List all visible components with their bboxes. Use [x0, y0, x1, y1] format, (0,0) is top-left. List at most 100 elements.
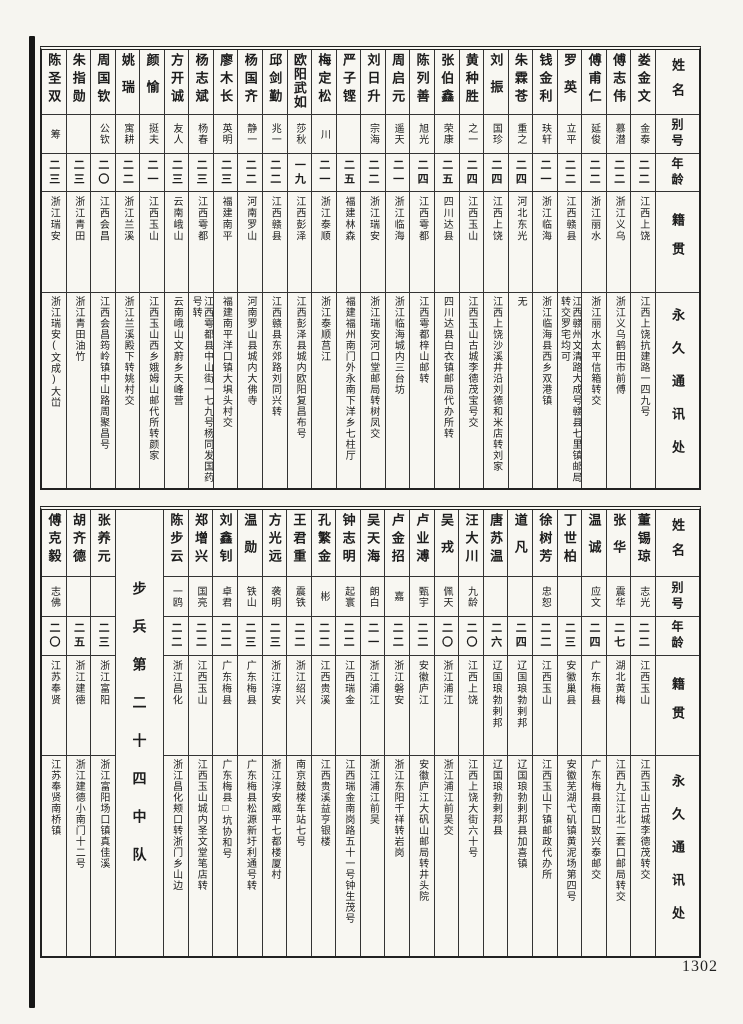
- native-cell: 浙江浦江: [360, 655, 385, 755]
- address-cell: 浙江临海城内三台坊: [385, 292, 410, 488]
- person-column: 丁世柏 二三 安徽巢县 安徽芜湖弋矶镇黄泥场第四号: [556, 510, 582, 956]
- person-column: 黄种胜 之一 二四 江西玉山 江西玉山古城李德茂宝号交: [458, 50, 484, 488]
- age-cell: 二二: [115, 153, 140, 191]
- alias-cell: 卓君: [213, 576, 237, 616]
- header-column: 姓名 别号 年龄 籍贯 永久通讯处: [655, 50, 699, 488]
- address-cell: 浙江青田油竹: [66, 292, 91, 488]
- alias-cell: [483, 576, 508, 616]
- native-cell: 江西玉山: [459, 191, 484, 292]
- person-column: 卢业溥 甄宇 二二 安徽庐江 安徽庐江大矾山邮局转井头院: [409, 510, 434, 956]
- native-cell: 江西玉山: [188, 655, 213, 755]
- address-cell: 江西上饶抗建路一四九号: [631, 292, 655, 488]
- address-cell: 云南峨山文蔚乡天峰营: [164, 292, 189, 488]
- age-cell: 二一: [360, 616, 385, 655]
- age-cell: 二三: [213, 153, 238, 191]
- address-cell: 辽国琅勃剌邦县: [483, 755, 508, 956]
- person-column: 吴戎 佩天 二〇 浙江浦江 浙江浦江前吴交: [433, 510, 459, 956]
- row-label-native: 籍贯: [656, 655, 699, 755]
- name-cell: 方开诚: [169, 53, 185, 107]
- row-label-alias: 别号: [656, 576, 699, 616]
- name-cell: 丁世柏: [561, 513, 577, 567]
- alias-cell: 筹: [41, 114, 66, 153]
- person-column: 周启元 遥天 二一 浙江临海 浙江临海城内三台坊: [384, 50, 410, 488]
- age-cell: 二一: [140, 153, 164, 191]
- header-column: 姓名 别号 年龄 籍贯 永久通讯处: [655, 510, 699, 956]
- name-cell: 张华: [611, 513, 627, 567]
- person-column: 杨国齐 静一 二二 河南罗山 河南罗山县城内大佛寺: [237, 50, 262, 488]
- name-cell: 郑增兴: [193, 513, 209, 567]
- alias-cell: 慕潜: [606, 114, 631, 153]
- native-cell: 云南峨山: [164, 191, 189, 292]
- name-cell: 娄金文: [635, 53, 651, 107]
- alias-cell: 挺夫: [140, 114, 164, 153]
- native-cell: 安徽巢县: [557, 655, 582, 755]
- native-cell: 江西上饶: [631, 191, 655, 292]
- person-column: 温勋 铁山 二三 广东梅县 广东梅县松源新圩利通号转: [236, 510, 262, 956]
- age-cell: 二四: [484, 153, 508, 191]
- person-column: 邱剑勤 兆一 二二 江西赣县 江西赣县东郊路刘同兴转: [262, 50, 287, 488]
- name-cell: 杨国齐: [242, 53, 258, 107]
- address-cell: 江西瑞金南岗路五十一号钟生茂号: [336, 755, 360, 956]
- person-column: 钟志明 起寰 二二 江西瑞金 江西瑞金南岗路五十一号钟生茂号: [335, 510, 360, 956]
- age-cell: 二四: [410, 153, 434, 191]
- address-cell: 浙江建德小南门十二号: [66, 755, 91, 956]
- alias-cell: 九龄: [459, 576, 483, 616]
- age-cell: 二二: [606, 153, 631, 191]
- alias-cell: 震华: [606, 576, 631, 616]
- native-cell: 江西上饶: [484, 191, 508, 292]
- name-cell: 傅甫仁: [586, 53, 602, 107]
- alias-cell: 应文: [582, 576, 606, 616]
- native-cell: 浙江青田: [66, 191, 91, 292]
- age-cell: 二二: [410, 616, 434, 655]
- address-cell: 南京鼓楼车站七号: [287, 755, 311, 956]
- name-cell: 钱金利: [537, 53, 553, 107]
- age-cell: 二四: [508, 616, 533, 655]
- age-cell: 二二: [557, 153, 582, 191]
- address-cell: 江西上饶大街六十号: [459, 755, 483, 956]
- address-cell: 浙江兰溪殿下转姚村交: [115, 292, 140, 488]
- age-cell: 二二: [287, 616, 311, 655]
- native-cell: 广东梅县: [582, 655, 606, 755]
- address-cell: 江西玉山下镇邮政代办所: [533, 755, 557, 956]
- alias-cell: 寓耕: [115, 114, 140, 153]
- age-cell: 二二: [631, 153, 655, 191]
- row-label-address: 永久通讯处: [656, 292, 699, 488]
- address-cell: 江西雩都县中山街一七九号杨同发国药号转: [189, 292, 213, 488]
- row-label-address: 永久通讯处: [656, 755, 699, 956]
- person-column: 颜愉 挺夫 二一 江西玉山 江西玉山西乡娥姆山邮代所转颜家: [139, 50, 164, 488]
- native-cell: 浙江浦江: [434, 655, 459, 755]
- alias-cell: 静一: [238, 114, 262, 153]
- age-cell: 二〇: [434, 616, 459, 655]
- person-column: 刘日升 宗海 二二 浙江瑞安 浙江瑞安河口堂邮局转树凤交: [360, 50, 385, 488]
- row-label-age: 年龄: [656, 616, 699, 655]
- address-cell: 浙江临海县西乡双港镇: [533, 292, 557, 488]
- row-label-age: 年龄: [656, 153, 699, 191]
- person-column: 温诚 应文 二四 广东梅县 广东梅县南口致兴泰邮交: [581, 510, 606, 956]
- name-cell: 欧阳武如: [291, 53, 307, 109]
- native-cell: 四川达县: [434, 191, 459, 292]
- address-cell: 江西上饶沙溪井沿刘德和米店转刘家: [484, 292, 508, 488]
- name-cell: 唐苏温: [488, 513, 504, 567]
- name-cell: 杨志斌: [193, 53, 209, 107]
- age-cell: 二三: [262, 616, 287, 655]
- native-cell: 浙江瑞安: [41, 191, 66, 292]
- alias-cell: 遥天: [385, 114, 410, 153]
- native-cell: 江西雩都: [189, 191, 213, 292]
- age-cell: 二〇: [42, 616, 66, 655]
- native-cell: 辽国琅勃剌邦: [508, 655, 533, 755]
- native-cell: 浙江磐安: [385, 655, 410, 755]
- address-cell: 安徽芜湖弋矶镇黄泥场第四号: [557, 755, 582, 956]
- name-cell: 汪大川: [463, 513, 479, 567]
- person-column: 傅克毅 志佛 二〇 江苏奉贤 江苏奉贤南桥镇: [42, 510, 66, 956]
- roster-table-bottom: 姓名 别号 年龄 籍贯 永久通讯处 董锡琼 志光 二二 江西玉山 江西玉山古城李德茂转交 张华 震华二…: [40, 506, 701, 958]
- native-cell: 福建林森: [336, 191, 361, 292]
- native-cell: 福建南平: [213, 191, 238, 292]
- native-cell: 江西玉山: [631, 655, 655, 755]
- native-cell: 江西赣县: [557, 191, 582, 292]
- person-column: 朱指勋 二三 浙江青田 浙江青田油竹: [65, 50, 91, 488]
- name-cell: 刘振: [488, 53, 504, 107]
- name-cell: 温勋: [242, 513, 258, 567]
- person-column: 傅志伟 慕潜 二二 浙江义乌 浙江义乌鹤田市前傅: [605, 50, 631, 488]
- person-column: 严子铿 二五 福建林森 福建福州南门外永南下洋乡七柱厅: [335, 50, 361, 488]
- name-cell: 朱霖苍: [512, 53, 528, 107]
